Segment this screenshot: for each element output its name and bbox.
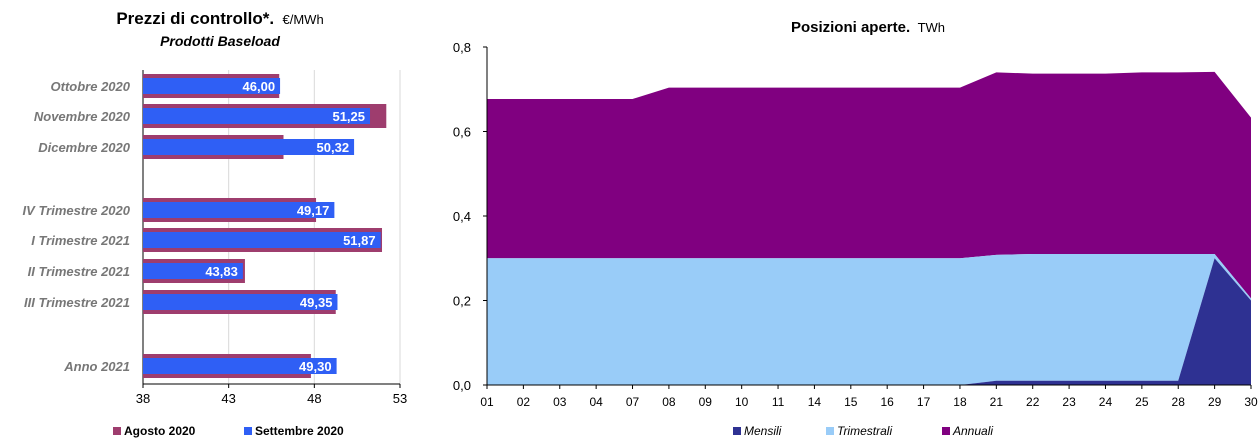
bar-settembre (143, 78, 281, 94)
area-x-tick-label: 01 (480, 395, 494, 409)
bar-data-label: 46,00 (243, 79, 276, 94)
area-x-tick-label: 16 (881, 395, 895, 409)
legend-swatch-mensili (733, 427, 741, 435)
area-y-tick-label: 0,4 (453, 209, 471, 224)
area-x-tick-label: 09 (699, 395, 713, 409)
bar-data-label: 51,87 (343, 233, 376, 248)
bar-settembre (143, 108, 371, 124)
right-legend: Mensili Trimestrali Annuali (733, 424, 993, 438)
area-x-tick-label: 21 (990, 395, 1004, 409)
bar-data-label: 51,25 (332, 109, 365, 124)
legend-swatch-trimestrali (826, 427, 834, 435)
bar-marks: 46,00 51,25 50,32 49,17 51,87 43,83 49,35 49,30 (143, 74, 387, 378)
legend-label-settembre: Settembre 2020 (255, 424, 344, 438)
area-x-tick-label: 07 (626, 395, 640, 409)
bar-category-label: Dicembre 2020 (38, 140, 131, 155)
area-annuali (487, 71, 1251, 299)
area-x-tick-label: 30 (1244, 395, 1258, 409)
bar-x-tick-label: 48 (307, 391, 321, 406)
bar-data-label: 43,83 (205, 264, 238, 279)
area-x-tick-label: 08 (662, 395, 676, 409)
area-x-tick-label: 18 (953, 395, 967, 409)
area-x-tick-label: 04 (589, 395, 603, 409)
bar-data-label: 49,35 (300, 295, 333, 310)
left-legend: Agosto 2020 Settembre 2020 (113, 424, 344, 438)
bar-category-label: II Trimestre 2021 (28, 264, 130, 279)
area-y-tick-label: 0,8 (453, 40, 471, 55)
area-x-tick-label: 15 (844, 395, 858, 409)
left-chart-subtitle: Prodotti Baseload (160, 33, 280, 49)
area-x-tick-label: 23 (1062, 395, 1076, 409)
bar-x-tick-label: 43 (221, 391, 235, 406)
area-x-tick-label: 17 (917, 395, 931, 409)
area-axes: 0,0 0,2 0,4 0,6 0,8 01 02 03 04 07 08 09 10 11 14 15 16 1… (453, 40, 1258, 409)
bar-data-label: 50,32 (317, 140, 350, 155)
legend-label-trimestrali: Trimestrali (837, 424, 892, 438)
area-y-tick-label: 0,6 (453, 125, 471, 140)
legend-label-annuali: Annuali (952, 424, 993, 438)
legend-swatch-annuali (942, 427, 950, 435)
area-y-tick-label: 0,0 (453, 378, 471, 393)
area-x-tick-label: 03 (553, 395, 567, 409)
bar-data-label: 49,30 (299, 359, 332, 374)
bar-category-labels: Ottobre 2020 Novembre 2020 Dicembre 2020 IV… (23, 79, 131, 374)
area-marks (487, 71, 1251, 385)
bar-category-label: I Trimestre 2021 (31, 233, 130, 248)
bar-category-label: Novembre 2020 (34, 109, 131, 124)
bar-category-label: Anno 2021 (63, 359, 130, 374)
bar-settembre (143, 294, 338, 310)
legend-label-agosto: Agosto 2020 (124, 424, 196, 438)
bar-category-label: Ottobre 2020 (51, 79, 131, 94)
area-y-tick-label: 0,2 (453, 294, 471, 309)
legend-swatch-agosto (113, 427, 121, 435)
area-x-tick-label: 24 (1099, 395, 1113, 409)
area-x-tick-label: 14 (808, 395, 822, 409)
bar-x-tick-label: 53 (393, 391, 407, 406)
legend-swatch-settembre (244, 427, 252, 435)
area-trimestrali (487, 254, 1251, 385)
bar-settembre (143, 232, 381, 248)
bar-settembre (143, 263, 243, 279)
area-x-tick-label: 28 (1172, 395, 1186, 409)
area-x-tick-label: 11 (772, 395, 785, 409)
bar-settembre (143, 358, 337, 374)
area-x-tick-label: 22 (1026, 395, 1040, 409)
area-x-tick-label: 25 (1135, 395, 1149, 409)
bar-x-ticks: 38 43 48 53 (136, 391, 407, 406)
bar-category-label: IV Trimestre 2020 (23, 203, 131, 218)
bar-settembre (143, 139, 355, 155)
left-chart-title: Prezzi di controllo*. €/MWh (116, 9, 323, 28)
legend-label-mensili: Mensili (744, 424, 782, 438)
bar-category-label: III Trimestre 2021 (24, 295, 130, 310)
bar-data-label: 49,17 (297, 203, 330, 218)
area-x-tick-label: 29 (1208, 395, 1222, 409)
bar-settembre (143, 202, 335, 218)
right-chart-title: Posizioni aperte. TWh (791, 19, 945, 36)
bar-x-tick-label: 38 (136, 391, 150, 406)
area-x-tick-label: 02 (517, 395, 531, 409)
area-x-tick-label: 10 (735, 395, 749, 409)
